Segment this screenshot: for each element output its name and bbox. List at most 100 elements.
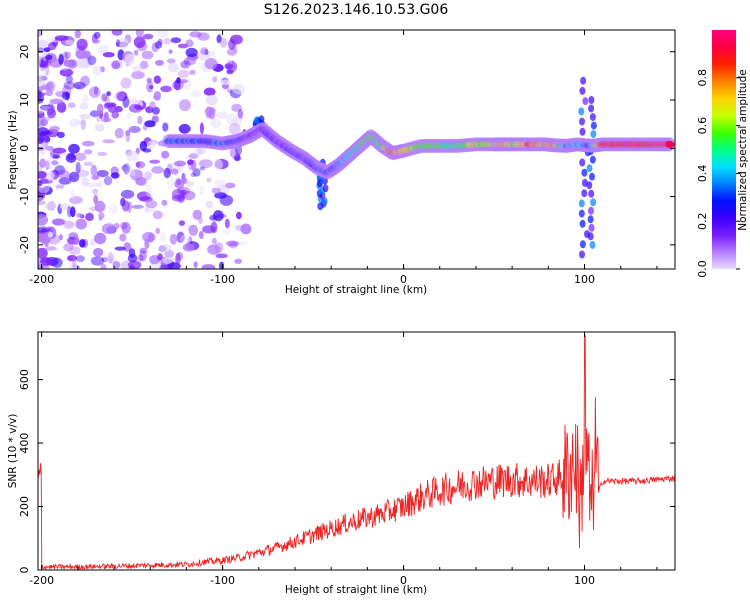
spectrogram-noise-blob [139, 250, 147, 262]
spectrogram-noise-blob [120, 222, 128, 230]
spectrogram-noise-blob [80, 75, 90, 87]
spectrogram-noise-blob [67, 102, 76, 109]
spectrogram-noise-blob [214, 242, 224, 253]
colorbar-tick-label: 0.4 [696, 165, 709, 183]
spectrogram-noise-blob [228, 39, 236, 50]
spectrogram-smear-blob [578, 107, 585, 116]
spectrogram-smear-blob [579, 240, 586, 249]
spectrogram-noise-blob [101, 223, 116, 235]
spectrogram-noise-blob [81, 176, 89, 187]
spectrogram-noise-blob [121, 200, 130, 212]
spectrogram-smear-blob [589, 240, 596, 249]
spectrogram-noise-blob [236, 240, 248, 246]
snr-y-ticks: 0 200 400 600 [18, 369, 675, 574]
spectrogram-noise-blob [234, 258, 243, 264]
spectrogram-noise-blob [38, 39, 49, 48]
spectrogram-noise-blob [233, 155, 242, 162]
spectrogram-smear-blob [589, 172, 595, 181]
spectrogram-noise-blob [105, 102, 117, 108]
spectrogram-noise-blob [85, 182, 99, 187]
spectrogram-noise-blob [69, 118, 79, 128]
spectrogram-noise-blob [45, 246, 57, 251]
spectrogram-smear-blob [581, 189, 588, 198]
spectrogram-x-tick-label: 100 [574, 273, 595, 286]
spectrogram-noise-blob [145, 184, 153, 197]
snr-y-axis-label: SNR (10 * v/v) [7, 414, 19, 489]
spectrogram-smear-blob [586, 164, 593, 173]
spectrogram-noise-blob [157, 30, 169, 39]
spectrogram-noise-blob [122, 163, 130, 175]
spectrogram-noise-blob [97, 151, 108, 156]
spectrogram-y-tick-label: 20 [18, 45, 31, 59]
spectrogram-noise-blob [107, 252, 114, 262]
spectrogram-noise-blob [125, 130, 131, 143]
spectrogram-noise-blob [182, 77, 192, 90]
colorbar-tick-label: 0.6 [696, 117, 709, 135]
spectrogram-smear-blob [588, 206, 594, 215]
spectrogram-noise-blob [215, 111, 228, 119]
spectrogram-noise-blob [180, 60, 191, 69]
spectrogram-noise-blob [38, 79, 44, 85]
spectrogram-noise-blob [144, 171, 152, 181]
spectrogram-noise-blob [73, 81, 86, 90]
spectrogram-noise-blob [58, 177, 72, 185]
spectrogram-noise-blob [81, 58, 91, 69]
spectrogram-noise-blob [151, 106, 160, 115]
spectrogram-noise-blob [38, 92, 45, 104]
spectrogram-noise-blob [74, 236, 80, 246]
spectrogram-noise-blob [162, 122, 169, 132]
spectrogram-noise-blob [224, 63, 234, 70]
snr-x-tick-label: 100 [574, 574, 595, 587]
spectrogram-noise-blob [204, 58, 218, 70]
spectrogram-noise-blob [103, 176, 113, 186]
spectrogram-noise-blob [175, 252, 181, 265]
spectrogram-noise-blob [228, 122, 241, 135]
spectrogram-noise-blob [69, 196, 83, 205]
spectrogram-noise-blob [38, 161, 43, 174]
spectrogram-noise-blob [122, 96, 130, 108]
spectrogram-noise-blob [102, 52, 115, 58]
spectrogram-smear-blob [588, 96, 595, 104]
spectrogram-smear-blob [590, 130, 597, 139]
spectrogram-noise-blob [38, 146, 45, 152]
snr-y-tick-label: 200 [18, 496, 31, 517]
colorbar-gradient [712, 30, 736, 269]
spectrogram-noise-blob [75, 120, 86, 125]
spectrogram-noise-blob [62, 51, 69, 64]
spectrogram-noise-blob [45, 89, 53, 97]
spectrogram-noise-blob [51, 218, 66, 226]
spectrogram-noise-blob [205, 94, 218, 106]
spectrogram-noise-blob [54, 35, 69, 41]
spectrogram-noise-blob [90, 164, 98, 177]
spectrogram-smear-blob [258, 115, 265, 124]
spectrogram-noise-blob [63, 81, 76, 90]
snr-line-layer [38, 334, 675, 570]
spectrogram-noise-blob [142, 33, 154, 40]
spectrogram-noise-blob [94, 123, 105, 132]
spectrogram-noise-blob [190, 90, 202, 98]
spectrogram-noise-blob [229, 147, 239, 158]
spectrogram-noise-blob [210, 118, 221, 128]
spectrogram-noise-blob [205, 106, 216, 116]
spectrogram-noise-blob [65, 153, 77, 163]
spectrogram-noise-blob [169, 162, 184, 174]
spectrogram-smear-blob [590, 198, 597, 207]
spectrogram-noise-blob [157, 38, 163, 46]
spectrogram-x-tick-label: -100 [210, 273, 235, 286]
spectrogram-noise-blob [64, 51, 71, 59]
spectrogram-noise-blob [96, 170, 109, 178]
spectrogram-noise-blob [67, 205, 72, 218]
spectrogram-noise-blob [122, 166, 134, 174]
spectrogram-noise-blob [166, 58, 176, 64]
colorbar-tick-label: 0.2 [696, 212, 709, 230]
spectrogram-noise-blob [154, 41, 163, 49]
spectrogram-noise-blob [101, 93, 107, 102]
spectrogram-noise-blob [158, 244, 172, 252]
spectrogram-noise-blob [225, 182, 236, 189]
spectrogram-noise-blob [45, 65, 50, 76]
snr-plot-area [38, 332, 675, 570]
spectrogram-smear-blob [586, 181, 593, 190]
spectrogram-noise-blob [91, 175, 100, 180]
spectrogram-noise-blob [177, 43, 188, 49]
